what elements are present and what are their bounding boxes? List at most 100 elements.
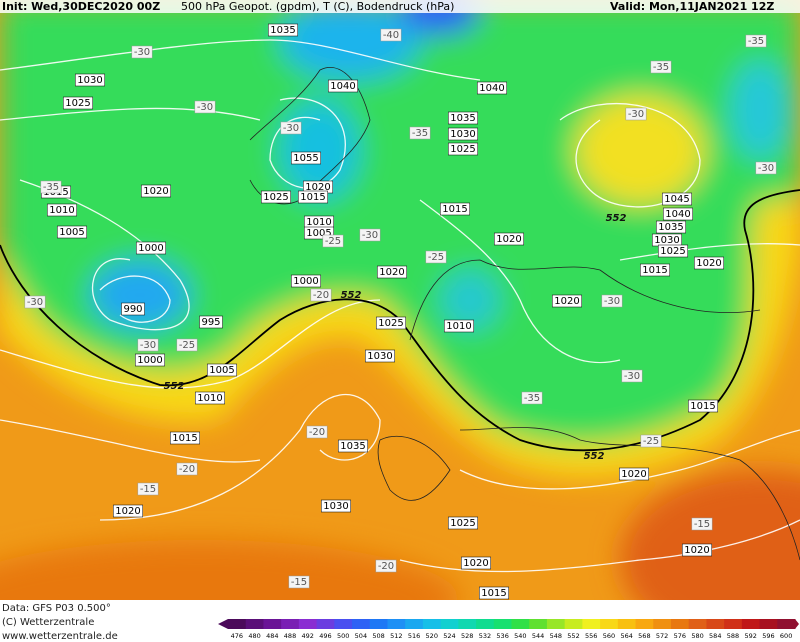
isobar-label: 1030: [654, 235, 679, 246]
colorbar-tick-label: 540: [514, 632, 526, 640]
isobar-label: 1035: [450, 113, 475, 124]
init-text: Init: Wed,30DEC2020 00Z: [2, 0, 160, 13]
isobar-label: 1000: [293, 276, 318, 287]
isobar-label-box: [377, 265, 407, 279]
temperature-label-box: [601, 294, 623, 308]
isobar-label-box: [321, 499, 351, 513]
temperature-label-box: [640, 434, 662, 448]
colorbar-swatch: [688, 619, 707, 629]
temperature-label: -25: [643, 436, 659, 447]
temperature-label-box: [755, 161, 777, 175]
temperature-label: -20: [313, 290, 329, 301]
colorbar-tick-label: 536: [496, 632, 508, 640]
colorbar-swatch: [617, 619, 637, 629]
colorbar-swatch: [281, 619, 300, 629]
isobar-label: 1020: [684, 545, 709, 556]
isobar-label-box: [658, 244, 688, 258]
temperature-label: -35: [653, 62, 669, 73]
isobar-label: 1025: [450, 144, 475, 155]
isobar-label-box: [440, 202, 470, 216]
isobar-label: 1025: [263, 192, 288, 203]
isobar-label: 1010: [306, 217, 331, 228]
temperature-label-box: [409, 126, 431, 140]
isobar-label: 1005: [59, 227, 84, 238]
colorbar-swatch: [476, 619, 495, 629]
isobar-label-box: [47, 203, 77, 217]
colorbar-swatch: [759, 619, 778, 629]
colorbar-tick-label: 580: [691, 632, 703, 640]
colorbar-tick-label: 588: [727, 632, 739, 640]
isobar-label: 1055: [293, 153, 318, 164]
isobar-label: 995: [201, 317, 220, 328]
temperature-label-box: [176, 338, 198, 352]
temperature-label-box: [621, 369, 643, 383]
temperature-label-box: [359, 228, 381, 242]
temperature-label-box: [691, 517, 713, 531]
isobar-label-box: [376, 316, 406, 330]
colorbar-tick-label: 568: [638, 632, 650, 640]
colorbar-tick-label: 480: [248, 632, 260, 640]
isobar-label-box: [113, 504, 143, 518]
isobar-label-box: [448, 127, 478, 141]
isobar-label: 1005: [306, 228, 331, 239]
temperature-label: -30: [27, 297, 43, 308]
colorbar-tick-label: 496: [319, 632, 331, 640]
colorbar-swatch: [493, 619, 512, 629]
line-552-label: 552: [606, 213, 627, 224]
colorbar-swatch: [405, 619, 424, 629]
isobar-label: 1045: [664, 194, 689, 205]
isobar-label: 1020: [496, 234, 521, 245]
isobar-label-box: [444, 319, 474, 333]
temperature-label: -25: [428, 252, 444, 263]
temperature-label: -40: [383, 30, 399, 41]
colorbar-swatch: [582, 619, 601, 629]
colorbar-tick-label: 600: [780, 632, 792, 640]
temperature-label-box: [650, 60, 672, 74]
isobar-label: 1025: [65, 98, 90, 109]
temperature-label-box: [310, 288, 332, 302]
temperature-label: -30: [604, 296, 620, 307]
isobar-label: 1020: [696, 258, 721, 269]
colorbar-swatch: [458, 619, 477, 629]
colorbar-tick-label: 504: [355, 632, 367, 640]
colorbar-tick-label: 500: [337, 632, 349, 640]
temperature-label: -20: [179, 464, 195, 475]
isobar-label: 1010: [446, 321, 471, 332]
colorbar-tick-label: 572: [656, 632, 668, 640]
colorbar-swatch: [228, 619, 247, 629]
isobar-label-box: [477, 81, 507, 95]
isobar-label-box: [662, 192, 692, 206]
temperature-label-box: [521, 391, 543, 405]
temperature-label: -30: [362, 230, 378, 241]
colorbar-right-arrow: [795, 619, 799, 629]
header-bg: [0, 0, 800, 13]
isobar-label-box: [261, 190, 291, 204]
temperature-label-box: [24, 295, 46, 309]
isobar-label-box: [141, 184, 171, 198]
temperature-label-box: [137, 482, 159, 496]
line-552: [0, 189, 800, 452]
temperature-label-box: [306, 425, 328, 439]
isobar-label-box: [291, 151, 321, 165]
colorbar-left-arrow: [218, 619, 228, 629]
isobar-label-box: [121, 302, 145, 316]
colorbar-tick-label: 476: [231, 632, 243, 640]
colorbar-tick-label: 512: [390, 632, 402, 640]
colorbar-swatch: [352, 619, 371, 629]
colorbar: 476 480 484 488 492 496 500 504 508 512 516 520 524 5…: [218, 619, 799, 640]
temperature-label: -15: [694, 519, 710, 530]
colorbar-tick-label: 552: [567, 632, 579, 640]
isobar-label-box: [57, 225, 87, 239]
temperature-label-box: [288, 575, 310, 589]
colorbar-swatch: [298, 619, 318, 629]
colorbar-tick-label: 508: [372, 632, 384, 640]
colorbar-tick-label: 544: [532, 632, 544, 640]
isobar-label-box: [640, 263, 670, 277]
colorbar-tick-label: 556: [585, 632, 597, 640]
isobar-label: 1040: [665, 209, 690, 220]
temperature-label: -30: [624, 371, 640, 382]
temperature-label-box: [625, 107, 647, 121]
isobar-label: 1030: [450, 129, 475, 140]
colorbar-swatch: [724, 619, 743, 629]
